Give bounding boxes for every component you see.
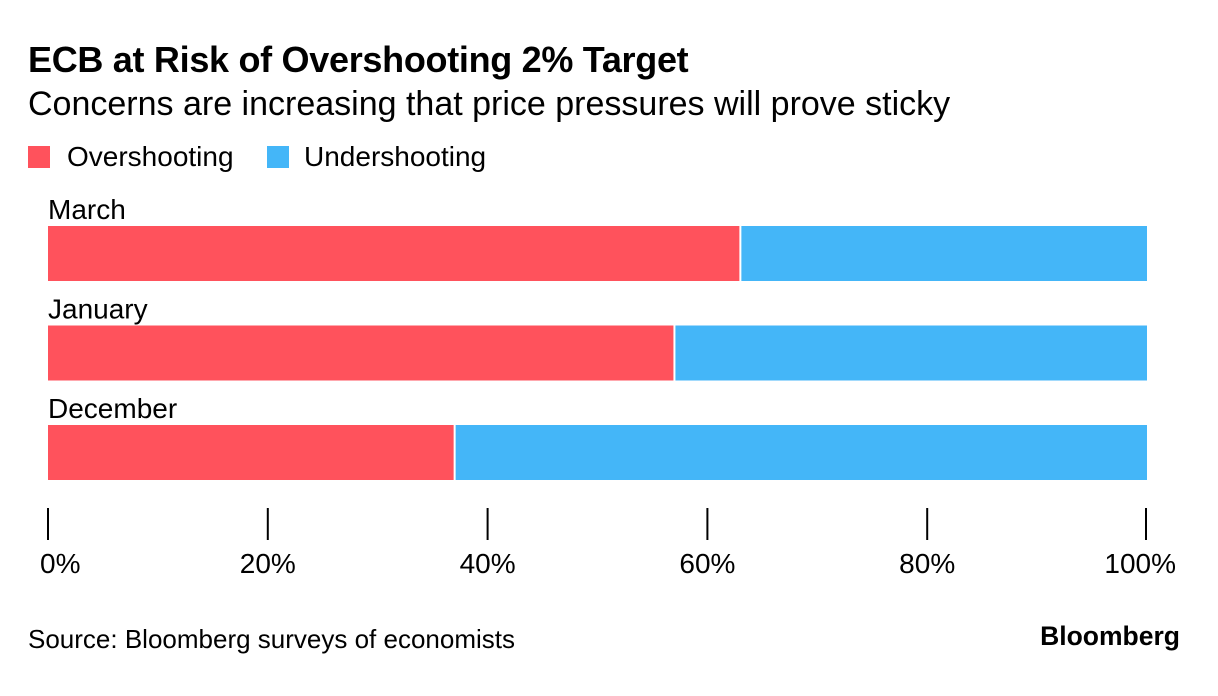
bar-segment-undershooting-december xyxy=(455,425,1147,480)
x-tick-label-80: 80% xyxy=(899,548,955,579)
bar-segment-overshooting-march xyxy=(48,226,740,281)
legend-swatch-undershooting xyxy=(267,146,289,168)
bar-segment-overshooting-december xyxy=(48,425,454,480)
legend-label-undershooting: Undershooting xyxy=(304,141,487,172)
legend-label-overshooting: Overshooting xyxy=(67,141,234,172)
chart-plot: March January December 0% 20% 40% 60% 80% 100% xyxy=(40,194,1176,579)
x-tick-label-20: 20% xyxy=(240,548,296,579)
category-label-march: March xyxy=(48,194,126,225)
source-note: Source: Bloomberg surveys of economists xyxy=(28,624,515,654)
chart-subtitle: Concerns are increasing that price press… xyxy=(28,85,951,123)
category-label-january: January xyxy=(48,294,148,325)
bloomberg-logo: Bloomberg xyxy=(1040,621,1180,651)
bar-segment-overshooting-january xyxy=(48,325,674,381)
chart-title: ECB at Risk of Overshooting 2% Target xyxy=(28,39,689,80)
bar-row-december: December xyxy=(48,393,1147,480)
legend-swatch-overshooting xyxy=(28,146,50,168)
legend-item-overshooting: Overshooting xyxy=(28,143,234,171)
legend-item-undershooting: Undershooting xyxy=(267,143,486,171)
x-tick-label-40: 40% xyxy=(460,548,516,579)
x-tick-label-100: 100% xyxy=(1104,548,1176,579)
category-label-december: December xyxy=(48,393,177,424)
bar-segment-undershooting-january xyxy=(675,325,1147,381)
bar-row-march: March xyxy=(48,194,1147,281)
bar-row-january: January xyxy=(48,294,1147,381)
x-tick-label-60: 60% xyxy=(679,548,735,579)
x-tick-label-0: 0% xyxy=(40,548,80,579)
bar-segment-undershooting-march xyxy=(741,226,1147,281)
